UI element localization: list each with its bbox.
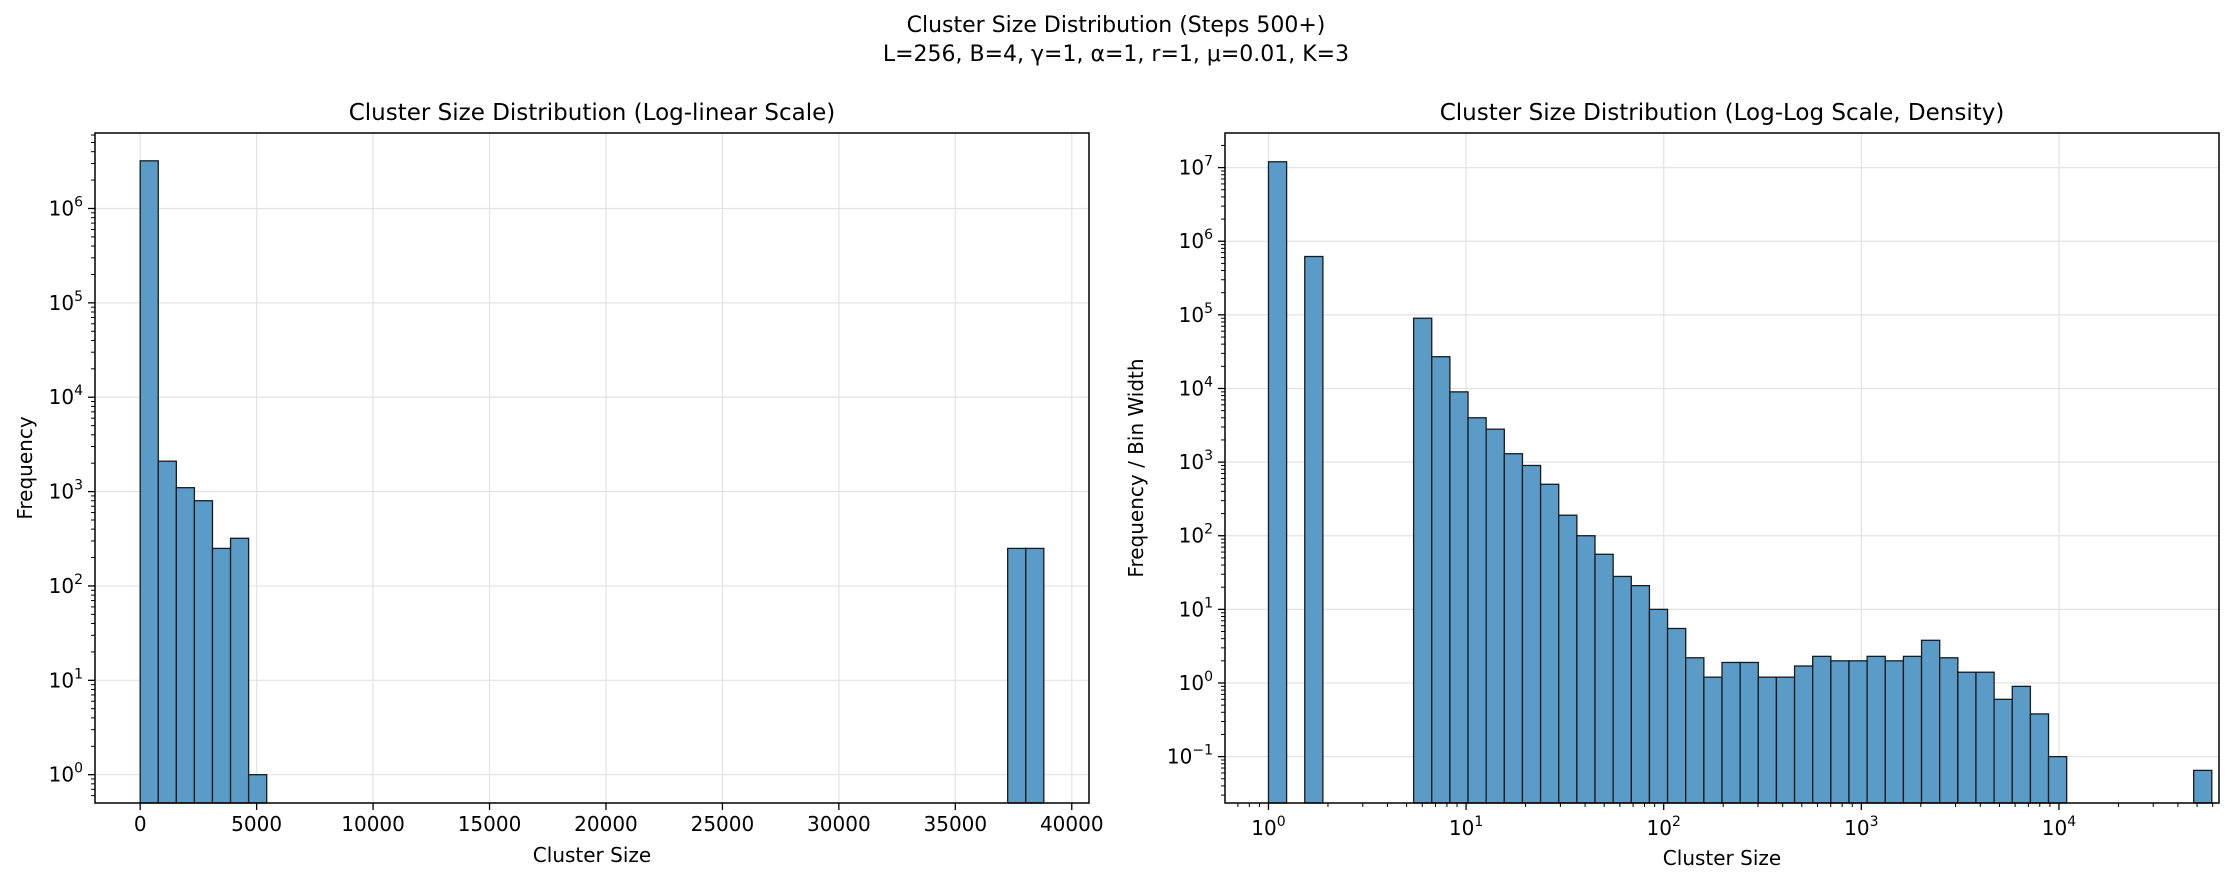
right-y-tick-label: 100 <box>1179 669 1213 695</box>
right-y-tick-label: 105 <box>1179 301 1213 327</box>
right-histogram-bar <box>1267 161 1288 804</box>
right-histogram-bar <box>1739 661 1759 804</box>
left-grid <box>95 133 1089 803</box>
right-histogram-bar <box>2011 685 2032 804</box>
right-y-tick-label: 107 <box>1179 154 1213 180</box>
left-histogram-bar <box>1025 547 1045 804</box>
right-x-tick-label: 103 <box>1844 814 1878 840</box>
right-histogram-bar <box>1503 453 1524 804</box>
left-histogram-bar <box>211 547 232 804</box>
left-y-tick-label: 105 <box>49 289 83 315</box>
right-histogram-bar <box>1993 698 2013 804</box>
left-bars <box>139 160 1045 804</box>
right-histogram-bar <box>1539 483 1560 804</box>
left-x-tick-label: 15000 <box>458 812 522 836</box>
right-y-tick-label: 106 <box>1179 227 1213 253</box>
right-x-tick-label: 104 <box>2042 814 2076 840</box>
right-histogram-bar <box>1576 535 1596 804</box>
right-histogram-bar <box>1848 660 1868 804</box>
left-histogram-bar <box>229 537 250 804</box>
left-y-tick-label: 103 <box>49 478 83 504</box>
right-histogram-bar <box>1467 417 1487 804</box>
left-x-tick-label: 20000 <box>574 812 638 836</box>
right-histogram-bar <box>1685 657 1705 804</box>
right-y-tick-label: 102 <box>1179 522 1213 548</box>
right-histogram-bar <box>1648 608 1669 804</box>
right-chart: Cluster Size Distribution (Log-Log Scale… <box>1124 100 2220 870</box>
right-histogram-bar <box>1485 428 1505 804</box>
right-histogram-bar <box>1630 584 1651 804</box>
left-x-ticks: 0 5000 10000 15000 20000 25000 30000 35000 40000 <box>134 803 1104 836</box>
right-histogram-bar <box>1793 665 1814 804</box>
right-histogram-bar <box>1304 255 1324 804</box>
right-histogram-bar <box>1866 655 1886 804</box>
right-histogram-bar <box>1957 671 1977 804</box>
right-x-axis-label: Cluster Size <box>1663 846 1781 870</box>
left-y-tick-label: 106 <box>49 194 83 220</box>
left-x-tick-label: 0 <box>134 812 147 836</box>
right-histogram-bar <box>1830 660 1850 804</box>
right-histogram-bar <box>1703 676 1723 804</box>
left-y-tick-label: 104 <box>49 383 83 409</box>
left-histogram-bar <box>139 160 159 804</box>
right-histogram-bar <box>1558 514 1578 804</box>
left-chart: Cluster Size Distribution (Log-linear Sc… <box>13 100 1104 867</box>
right-x-tick-label: 101 <box>1449 814 1483 840</box>
right-x-tick-label: 100 <box>1251 814 1285 840</box>
left-y-tick-label: 101 <box>49 666 83 692</box>
left-y-tick-label: 102 <box>49 572 83 598</box>
right-histogram-bar <box>1521 464 1542 804</box>
right-histogram-bar <box>1975 671 1995 804</box>
right-histogram-bar <box>1812 655 1832 804</box>
right-x-ticks: 100 101 102 103 104 <box>1237 803 2214 840</box>
left-x-tick-label: 25000 <box>691 812 755 836</box>
right-y-axis-label: Frequency / Bin Width <box>1124 358 1148 577</box>
right-chart-title: Cluster Size Distribution (Log-Log Scale… <box>1440 100 2005 126</box>
suptitle-line2: L=256, B=4, γ=1, α=1, r=1, μ=0.01, K=3 <box>883 42 1349 67</box>
left-histogram-bar <box>175 487 196 804</box>
right-x-tick-label: 102 <box>1647 814 1681 840</box>
left-x-tick-label: 40000 <box>1040 812 1104 836</box>
left-histogram-bar <box>193 500 214 804</box>
left-histogram-bar <box>1007 547 1027 804</box>
right-histogram-bar <box>1412 317 1433 804</box>
right-y-tick-label: 103 <box>1179 448 1213 474</box>
right-histogram-bar <box>1757 676 1778 804</box>
right-histogram-bar <box>1666 627 1687 804</box>
right-histogram-bar <box>1884 660 1905 804</box>
left-histogram-bar <box>247 774 268 804</box>
right-y-tick-label: 101 <box>1179 595 1213 621</box>
left-x-tick-label: 5000 <box>231 812 282 836</box>
right-y-tick-label: 10−1 <box>1167 743 1213 769</box>
left-x-tick-label: 35000 <box>924 812 988 836</box>
right-y-ticks: 10−1 100 101 102 103 104 105 106 107 <box>1167 144 1225 796</box>
left-y-tick-label: 100 <box>49 761 83 787</box>
right-histogram-bar <box>2047 755 2068 804</box>
left-y-axis-label: Frequency <box>13 416 37 519</box>
left-axes-frame <box>94 132 1090 804</box>
left-chart-title: Cluster Size Distribution (Log-linear Sc… <box>349 100 836 126</box>
right-y-tick-label: 104 <box>1179 374 1213 400</box>
left-x-tick-label: 10000 <box>341 812 405 836</box>
right-histogram-bar <box>1939 657 1959 804</box>
right-histogram-bar <box>1612 575 1632 804</box>
right-histogram-bar <box>1431 356 1451 804</box>
left-x-tick-label: 30000 <box>807 812 871 836</box>
left-histogram-bar <box>157 460 177 804</box>
right-histogram-bar <box>1920 639 1941 804</box>
right-histogram-bar <box>2029 713 2050 804</box>
right-histogram-bar <box>1902 655 1923 804</box>
right-histogram-bar <box>1775 676 1796 804</box>
right-histogram-bar <box>2193 769 2213 804</box>
right-histogram-bar <box>1721 661 1741 804</box>
right-histogram-bar <box>1449 391 1469 804</box>
suptitle-line1: Cluster Size Distribution (Steps 500+) <box>907 13 1326 38</box>
right-axes-frame <box>1224 132 2220 804</box>
left-x-axis-label: Cluster Size <box>533 843 651 867</box>
right-bars <box>1267 161 2213 804</box>
right-histogram-bar <box>1594 553 1614 804</box>
left-y-ticks: 100 101 102 103 104 105 106 <box>49 134 95 797</box>
